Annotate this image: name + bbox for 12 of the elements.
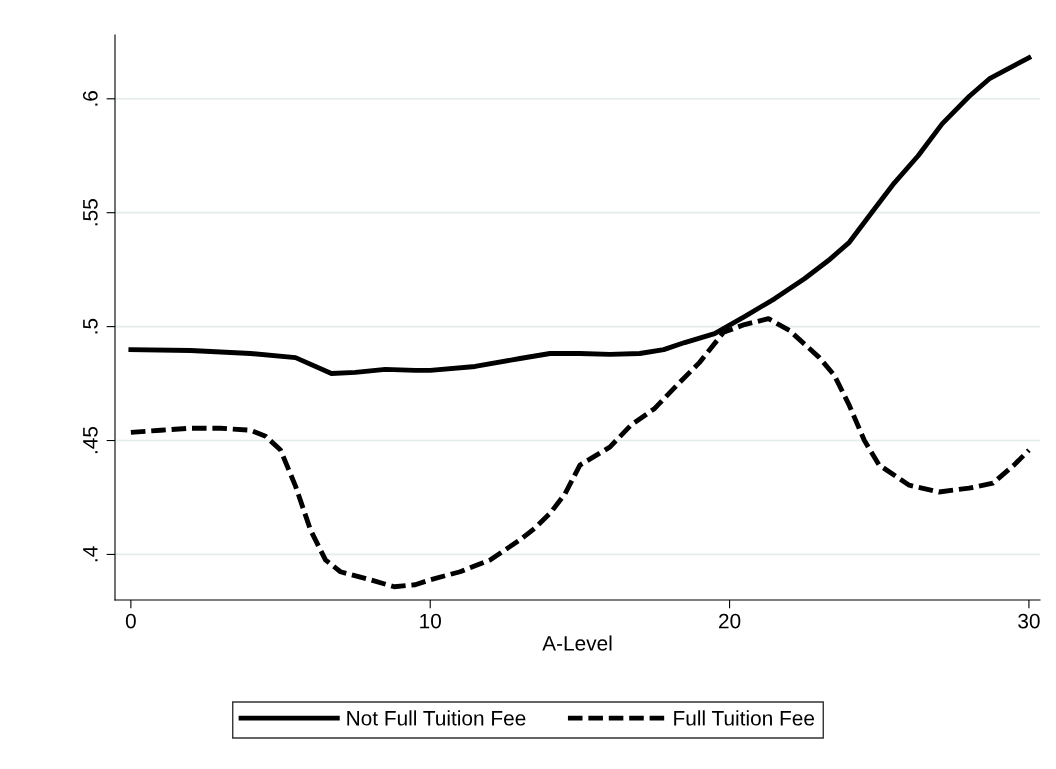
y-tick-label: .4: [83, 546, 98, 562]
x-tick-label: 30: [1018, 613, 1040, 629]
y-tick-label: .55: [83, 199, 98, 226]
x-tick-label: 10: [420, 613, 441, 629]
y-tick-label: .45: [83, 426, 98, 454]
legend-label: Not Full Tuition Fee: [347, 710, 526, 726]
y-tick-label: .6: [82, 91, 98, 106]
x-tick-label: 20: [719, 613, 741, 629]
legend-label: Full Tuition Fee: [674, 710, 815, 726]
x-axis-title: A-Level: [542, 635, 612, 651]
x-tick-label: 0: [125, 613, 136, 629]
y-tick-label: .5: [83, 318, 98, 334]
